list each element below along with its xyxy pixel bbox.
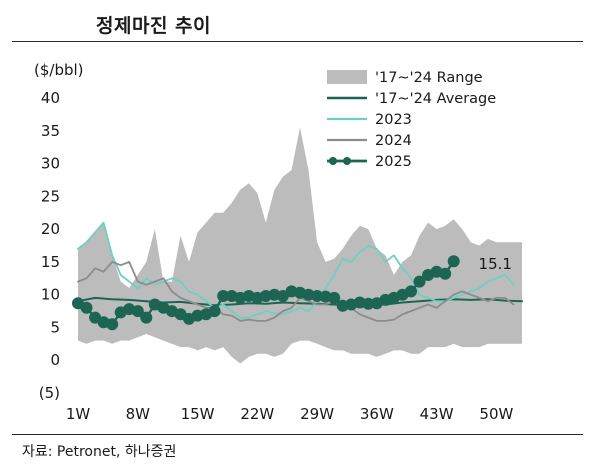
bottom-rule [12,434,583,435]
y-tick-label: 35 [41,122,60,140]
y-tick-label: 0 [50,351,60,369]
data-point-2025 [447,255,460,268]
legend-marker-2025 [343,157,351,165]
data-point-2025 [405,285,417,298]
data-point-2025 [131,305,144,318]
x-tick-label: 15W [181,405,215,423]
data-point-2025 [311,290,324,302]
x-tick-label: 8W [126,405,151,423]
x-tick-label: 29W [300,405,334,423]
data-point-2025 [140,311,153,324]
y-axis-label: ($/bbl) [34,61,84,79]
legend-label-2024: 2024 [375,133,412,149]
legend-label-range: '17~'24 Range [375,70,483,86]
markers-layer: 15.1 [72,255,512,331]
data-point-2025 [413,275,426,288]
data-point-2025 [362,297,375,310]
series-line-2023 [77,221,515,319]
data-point-2025 [217,290,230,302]
x-tick-label: 43W [420,405,454,423]
data-point-2025 [208,305,221,318]
legend-label-2023: 2023 [375,112,412,128]
y-tick-label: 5 [50,318,60,336]
x-tick-label: 22W [240,405,274,423]
y-tick-label: 30 [41,155,60,173]
legend-layer: '17~'24 Range '17~'24 Average 2023 2024 2025 [327,70,496,170]
data-point-2025 [106,318,119,331]
range-band-area [78,127,522,364]
x-tick-label: 50W [479,405,513,423]
annotation-label: 15.1 [479,255,512,273]
y-tick-label: 40 [41,89,60,107]
y-tick-label: 25 [41,187,60,205]
series-line-2024 [77,261,515,322]
legend-label-average: '17~'24 Average [375,91,496,107]
axis-layer: ($/bbl) 40 35 30 25 20 15 10 5 0 (5) 1W 8W 15W 22W 29W 3… [34,61,514,423]
range-layer [78,127,522,364]
y-tick-label: 10 [41,286,60,304]
legend-marker-2025 [329,157,337,165]
source-note: 자료: Petronet, 하나증권 [22,444,177,460]
data-point-2025 [328,291,341,304]
x-tick-label: 1W [66,405,91,423]
data-point-2025 [80,301,93,314]
chart-title: 정제마진 추이 [96,15,211,37]
x-tick-label: 36W [360,405,394,423]
data-point-2025 [439,267,452,280]
y-tick-label: 20 [41,220,60,238]
legend-swatch-range [327,70,367,84]
top-rule [12,41,583,42]
y-tick-label: 15 [41,253,60,271]
y-tick-label: (5) [39,384,60,402]
legend-label-2025: 2025 [375,154,412,170]
